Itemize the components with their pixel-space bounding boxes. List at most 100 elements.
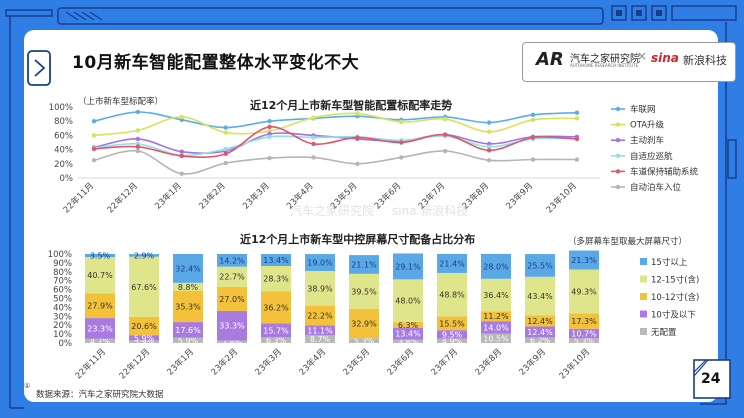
line-point: [530, 135, 536, 140]
bar-data-label: 22.7%: [219, 273, 245, 282]
bar-segment: [305, 325, 335, 336]
bar-data-label: 4.7%: [90, 337, 111, 346]
bar-data-label: 22.2%: [307, 311, 333, 320]
page-number: 24: [701, 371, 721, 387]
bar-data-label: 2.8%: [222, 338, 243, 347]
bar-x-tick-label: 23年10月: [557, 346, 592, 381]
bar-segment: [217, 254, 247, 267]
bar-data-label: 17.3%: [571, 317, 597, 326]
bar-data-label: 36.2%: [263, 303, 289, 312]
line-point: [135, 136, 141, 142]
bar-data-label: 32.9%: [351, 320, 377, 329]
bar-data-label: 67.6%: [131, 283, 157, 292]
line-point: [267, 134, 272, 140]
line-point: [486, 120, 492, 125]
bar-data-label: 5.9%: [178, 336, 199, 345]
bar-x-tick-label: 23年2月: [209, 346, 240, 377]
bar-segment: [437, 253, 467, 273]
bar-segment: [217, 340, 247, 343]
bar-x-tick-label: 23年3月: [253, 346, 284, 377]
bar-segment: [569, 250, 599, 270]
line-y-tick-label: 40%: [54, 146, 73, 156]
bar-segment: [437, 330, 467, 339]
line-point: [223, 146, 228, 152]
bar-segment: [349, 309, 379, 339]
line-point: [91, 133, 97, 138]
bar-legend-label: 12-15寸(含): [651, 275, 699, 286]
line-legend-label: 自动泊车入位: [630, 182, 682, 193]
line-point: [486, 158, 492, 163]
play-icon: [27, 50, 51, 86]
bar-segment: [481, 311, 511, 322]
bar-segment: [173, 254, 203, 283]
line-legend-marker: [615, 122, 621, 127]
bar-data-label: 15.7%: [263, 326, 289, 335]
line-point: [486, 144, 492, 149]
bar-segment: [261, 291, 291, 324]
line-point: [443, 116, 448, 122]
autohome-logo-name: 汽车之家研究院: [570, 54, 640, 65]
bar-data-label: 5.3%: [574, 337, 595, 346]
bar-segment: [261, 337, 291, 343]
bar-chart-ylabel: （多屏幕车型取最大屏幕尺寸）: [568, 237, 688, 247]
bar-x-tick-label: 23年8月: [473, 346, 504, 377]
bar-data-label: 23.3%: [87, 324, 113, 333]
line-point: [91, 119, 97, 124]
bar-segment: [569, 269, 599, 314]
bar-data-label: 8.7%: [310, 335, 331, 344]
bar-data-label: 29.1%: [395, 262, 421, 271]
bar-data-label: 11.2%: [483, 312, 509, 321]
bar-segment: [173, 322, 203, 338]
bar-data-label: 14.2%: [219, 256, 245, 265]
bar-segment: [393, 339, 423, 343]
bar-chart-title: 近12个月上市新车型中控屏幕尺寸配备占比分布: [240, 233, 476, 246]
bar-segment: [393, 279, 423, 323]
line-point: [486, 148, 492, 153]
line-point: [530, 117, 536, 122]
bar-legend-label: 10寸及以下: [651, 310, 696, 321]
line-point: [179, 114, 184, 120]
line-point: [91, 146, 97, 152]
bar-segment: [525, 276, 555, 316]
window-control-decoration: [611, 5, 627, 21]
bar-legend-label: 10-12寸(含): [651, 292, 699, 303]
bar-segment: [569, 313, 599, 329]
bar-segment: [437, 338, 467, 343]
line-point: [399, 155, 404, 160]
line-point: [355, 111, 360, 116]
bar-y-tick-label: 0%: [59, 339, 73, 349]
page-corner-decoration: [693, 359, 731, 399]
line-chart-title: 近12个月上市新车型智能配置标配率走势: [250, 99, 453, 112]
line-point: [223, 125, 228, 130]
bar-segment: [85, 293, 115, 319]
bar-x-tick-label: 22年12月: [117, 346, 152, 381]
bar-segment: [129, 340, 159, 343]
bar-y-tick-label: 20%: [53, 321, 72, 331]
line-point: [311, 141, 316, 147]
bar-segment: [569, 338, 599, 343]
line-point: [267, 119, 272, 124]
bar-data-label: 40.7%: [87, 271, 113, 280]
autohome-logo-english: AUTOHOME RESEARCH INSTITUTE: [570, 63, 639, 68]
bar-segment: [349, 273, 379, 310]
bar-data-label: 6.3%: [266, 336, 287, 345]
line-series-0: [93, 111, 577, 129]
line-legend-marker: [615, 138, 621, 143]
bar-data-label: 25.5%: [527, 261, 553, 270]
bar-y-tick-label: 40%: [53, 303, 72, 313]
line-y-tick-label: 60%: [54, 131, 73, 141]
bar-segment: [129, 316, 159, 336]
line-point: [311, 115, 316, 120]
line-legend-marker: [615, 184, 621, 190]
logo-box: [522, 42, 736, 82]
page-title: 10月新车智能配置整体水平变化不大: [72, 53, 360, 73]
bar-data-label: 17.6%: [175, 326, 201, 335]
bar-x-tick-label: 23年4月: [297, 346, 328, 377]
bar-data-label: 39.5%: [351, 287, 377, 296]
bar-segment: [129, 335, 159, 341]
bar-legend-swatch: [640, 258, 647, 265]
bar-segment: [85, 318, 115, 339]
bar-segment: [437, 316, 467, 331]
